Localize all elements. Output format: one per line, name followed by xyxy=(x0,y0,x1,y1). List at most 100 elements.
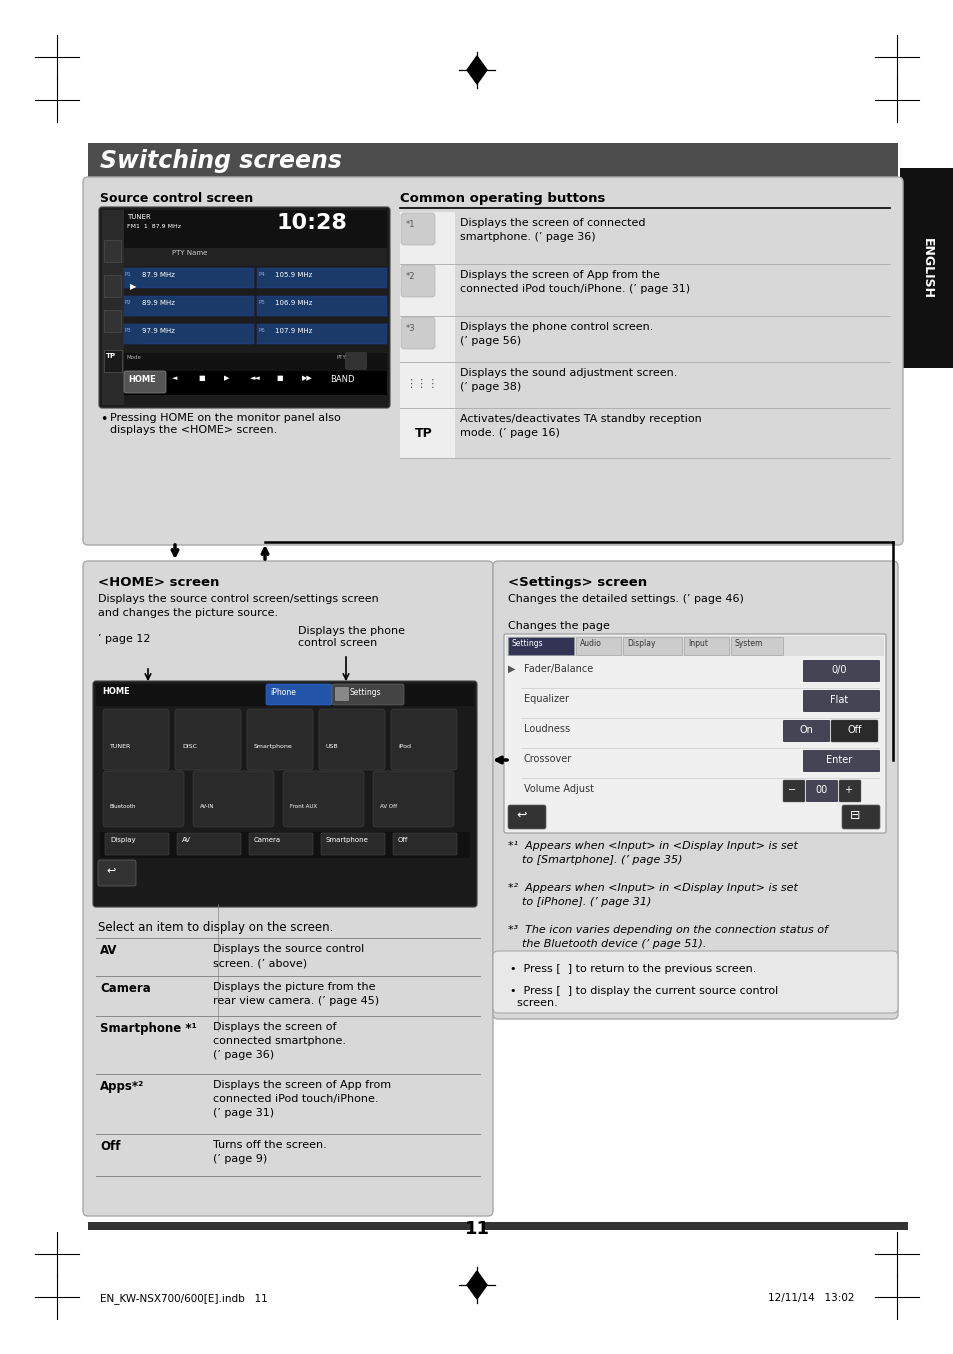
Text: ↩: ↩ xyxy=(516,808,526,822)
Text: P2: P2 xyxy=(125,301,132,305)
Text: ◄: ◄ xyxy=(172,375,177,380)
Text: AV-IN: AV-IN xyxy=(200,804,214,808)
Text: Displays the picture from the
rear view camera. (’ page 45): Displays the picture from the rear view … xyxy=(213,982,378,1006)
Text: Displays the sound adjustment screen.
(’ page 38): Displays the sound adjustment screen. (’… xyxy=(459,368,677,393)
Text: Switching screens: Switching screens xyxy=(100,149,341,173)
FancyBboxPatch shape xyxy=(391,709,456,770)
Text: •  Press [  ] to return to the previous screen.: • Press [ ] to return to the previous sc… xyxy=(510,964,756,974)
FancyBboxPatch shape xyxy=(177,833,241,854)
FancyBboxPatch shape xyxy=(193,770,274,827)
Text: ⋮⋮⋮: ⋮⋮⋮ xyxy=(405,379,438,389)
Text: Input: Input xyxy=(687,639,707,649)
Text: ▶: ▶ xyxy=(224,375,229,380)
FancyBboxPatch shape xyxy=(782,720,829,742)
FancyBboxPatch shape xyxy=(266,684,332,705)
Text: Settings: Settings xyxy=(512,639,543,649)
FancyBboxPatch shape xyxy=(249,833,313,854)
FancyBboxPatch shape xyxy=(802,691,879,712)
FancyBboxPatch shape xyxy=(104,310,121,332)
Text: Common operating buttons: Common operating buttons xyxy=(399,192,605,204)
FancyBboxPatch shape xyxy=(399,408,455,458)
FancyBboxPatch shape xyxy=(99,207,390,408)
FancyBboxPatch shape xyxy=(400,265,435,297)
Text: Equalizer: Equalizer xyxy=(523,695,568,704)
Text: 10:28: 10:28 xyxy=(276,213,348,233)
FancyBboxPatch shape xyxy=(247,709,313,770)
Text: Apps*²: Apps*² xyxy=(100,1080,144,1093)
Text: <Settings> screen: <Settings> screen xyxy=(507,575,646,589)
Text: Displays the screen of connected
smartphone. (’ page 36): Displays the screen of connected smartph… xyxy=(459,218,645,242)
Text: HOME: HOME xyxy=(128,375,155,385)
Text: Select an item to display on the screen.: Select an item to display on the screen. xyxy=(98,921,333,934)
Text: iPhone: iPhone xyxy=(270,688,295,697)
FancyBboxPatch shape xyxy=(104,349,122,372)
Text: 0/0: 0/0 xyxy=(830,665,846,676)
Text: Smartphone: Smartphone xyxy=(253,743,293,749)
FancyBboxPatch shape xyxy=(104,240,121,263)
Text: *²  Appears when <Input> in <Display Input> is set
    to [iPhone]. (’ page 31): *² Appears when <Input> in <Display Inpu… xyxy=(507,883,797,907)
Text: DISC: DISC xyxy=(182,743,196,749)
Text: Pressing HOME on the monitor panel also
displays the <HOME> screen.: Pressing HOME on the monitor panel also … xyxy=(110,413,340,436)
FancyBboxPatch shape xyxy=(345,352,367,370)
Text: ▶: ▶ xyxy=(507,663,515,674)
Text: HOME: HOME xyxy=(102,686,130,696)
Text: P5: P5 xyxy=(258,301,266,305)
Text: 11: 11 xyxy=(464,1220,489,1238)
Text: ■: ■ xyxy=(198,375,204,380)
Text: TP: TP xyxy=(106,353,116,359)
FancyBboxPatch shape xyxy=(124,248,387,265)
FancyBboxPatch shape xyxy=(399,213,455,264)
Text: PTY: PTY xyxy=(336,355,346,360)
Text: *³  The icon varies depending on the connection status of
    the Bluetooth devi: *³ The icon varies depending on the conn… xyxy=(507,925,827,949)
Text: On: On xyxy=(799,724,812,735)
Text: Enter: Enter xyxy=(825,756,851,765)
FancyBboxPatch shape xyxy=(493,561,897,1020)
FancyBboxPatch shape xyxy=(104,275,121,297)
Text: Fader/Balance: Fader/Balance xyxy=(523,663,593,674)
Text: USB: USB xyxy=(326,743,338,749)
Text: *2: *2 xyxy=(406,272,416,282)
Text: Display: Display xyxy=(110,837,135,844)
Text: AV Off: AV Off xyxy=(379,804,396,808)
FancyBboxPatch shape xyxy=(399,264,455,315)
FancyBboxPatch shape xyxy=(802,750,879,772)
FancyBboxPatch shape xyxy=(103,709,169,770)
FancyBboxPatch shape xyxy=(335,686,349,701)
Text: Smartphone: Smartphone xyxy=(326,837,369,844)
FancyBboxPatch shape xyxy=(399,315,455,362)
Text: TUNER: TUNER xyxy=(127,214,151,219)
FancyBboxPatch shape xyxy=(92,681,476,907)
FancyBboxPatch shape xyxy=(83,177,902,546)
Text: Changes the page: Changes the page xyxy=(507,621,609,631)
Text: Off: Off xyxy=(397,837,408,844)
FancyBboxPatch shape xyxy=(503,634,885,833)
Text: Turns off the screen.
(’ page 9): Turns off the screen. (’ page 9) xyxy=(213,1140,327,1164)
Text: ↩: ↩ xyxy=(106,865,115,875)
Text: Bluetooth: Bluetooth xyxy=(110,804,136,808)
FancyBboxPatch shape xyxy=(256,268,387,288)
FancyBboxPatch shape xyxy=(400,317,435,349)
FancyBboxPatch shape xyxy=(899,168,953,368)
Text: PTY Name: PTY Name xyxy=(172,250,207,256)
Text: ⊟: ⊟ xyxy=(849,808,860,822)
FancyBboxPatch shape xyxy=(393,833,456,854)
FancyBboxPatch shape xyxy=(124,353,387,371)
Text: P6: P6 xyxy=(258,328,266,333)
FancyBboxPatch shape xyxy=(83,561,493,1216)
Text: BAND: BAND xyxy=(330,375,355,385)
FancyBboxPatch shape xyxy=(507,806,545,829)
Text: Displays the source control
screen. (’ above): Displays the source control screen. (’ a… xyxy=(213,944,364,968)
FancyBboxPatch shape xyxy=(782,780,804,802)
Text: ▶▶: ▶▶ xyxy=(302,375,313,380)
Text: and changes the picture source.: and changes the picture source. xyxy=(98,608,278,617)
Text: Displays the screen of
connected smartphone.
(’ page 36): Displays the screen of connected smartph… xyxy=(213,1022,346,1060)
FancyBboxPatch shape xyxy=(174,709,241,770)
Text: Camera: Camera xyxy=(100,982,151,995)
FancyBboxPatch shape xyxy=(124,371,387,395)
Text: 00: 00 xyxy=(815,785,827,795)
Text: Displays the phone control screen.
(’ page 56): Displays the phone control screen. (’ pa… xyxy=(459,322,653,347)
Text: TP: TP xyxy=(415,427,433,440)
Text: Displays the phone
control screen: Displays the phone control screen xyxy=(297,626,405,649)
FancyBboxPatch shape xyxy=(320,833,385,854)
FancyBboxPatch shape xyxy=(124,268,253,288)
